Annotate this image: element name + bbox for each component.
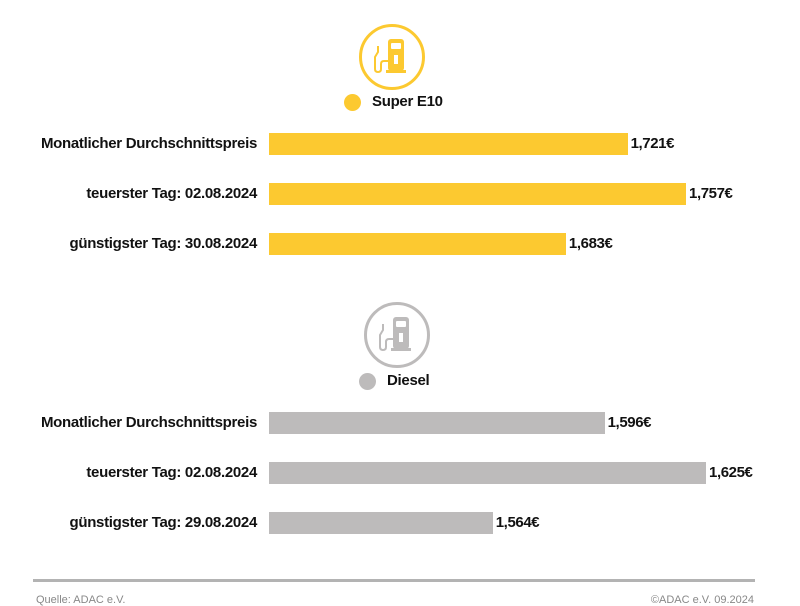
category-label: teuerster Tag: 02.08.2024 <box>86 185 257 202</box>
fuel-pump-icon <box>364 302 430 368</box>
category-label: günstigster Tag: 30.08.2024 <box>69 235 257 252</box>
footer-copyright: ©ADAC e.V. 09.2024 <box>650 594 754 606</box>
value-label: 1,757€ <box>689 185 733 202</box>
value-label: 1,721€ <box>630 135 675 152</box>
category-label: Monatlicher Durchschnittspreis <box>40 414 257 431</box>
value-label: 1,683€ <box>568 235 613 252</box>
bar <box>269 133 628 155</box>
footer-source: Quelle: ADAC e.V. <box>36 594 126 606</box>
legend-label: Super E10 <box>372 93 443 110</box>
footer-divider <box>33 579 755 582</box>
legend-marker <box>359 373 376 390</box>
fuel-pump-icon <box>359 24 425 90</box>
bar <box>269 512 493 534</box>
legend-marker <box>344 94 361 111</box>
value-label: 1,596€ <box>607 414 652 431</box>
legend-label: Diesel <box>387 372 430 389</box>
value-label: 1,625€ <box>709 464 753 481</box>
bar <box>269 233 566 255</box>
category-label: Monatlicher Durchschnittspreis <box>40 135 257 152</box>
bar <box>269 412 605 434</box>
value-label: 1,564€ <box>495 514 540 531</box>
bar <box>269 183 686 205</box>
category-label: günstigster Tag: 29.08.2024 <box>69 514 257 531</box>
category-label: teuerster Tag: 02.08.2024 <box>86 464 257 481</box>
bar <box>269 462 706 484</box>
